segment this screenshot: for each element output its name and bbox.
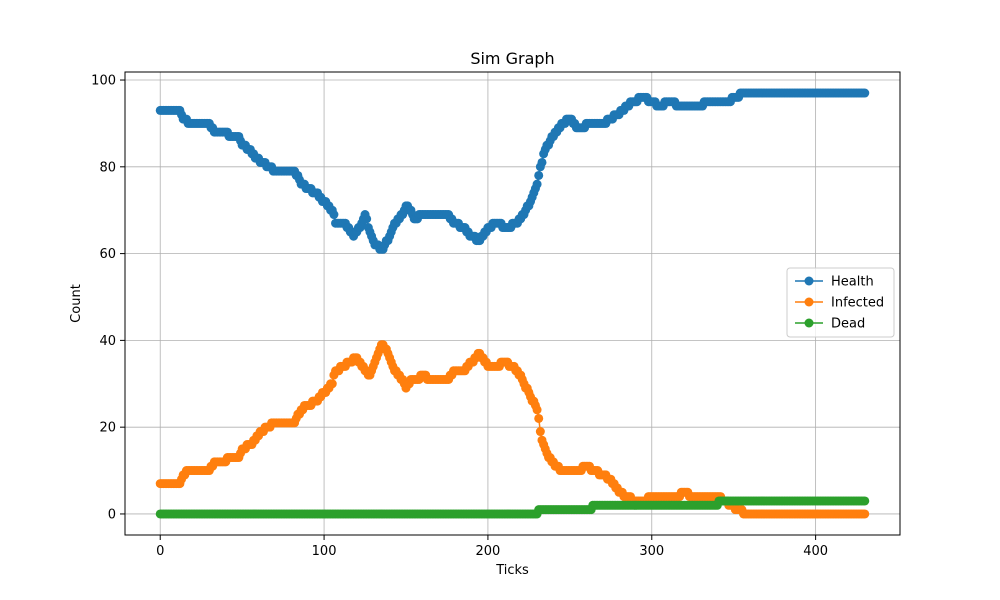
chart-title: Sim Graph (470, 49, 554, 68)
legend-label: Dead (831, 317, 865, 332)
series-health (155, 88, 870, 254)
data-point (534, 170, 544, 180)
x-axis-label: Ticks (495, 563, 529, 578)
x-tick-label: 300 (639, 544, 664, 559)
data-point (362, 214, 372, 224)
data-point (534, 413, 544, 423)
data-point (860, 88, 870, 98)
y-tick-label: 60 (99, 247, 116, 262)
data-point (535, 427, 545, 437)
data-points (155, 88, 870, 519)
legend-label: Infected (831, 296, 884, 311)
series-dead (155, 496, 870, 519)
data-point (327, 379, 337, 389)
data-point (532, 405, 542, 415)
data-point (537, 157, 547, 167)
grid (125, 72, 900, 535)
legend-marker (804, 318, 814, 328)
y-tick-label: 0 (108, 507, 116, 522)
x-tick-label: 200 (476, 544, 501, 559)
plot-area (124, 71, 901, 536)
x-tick-label: 100 (312, 544, 337, 559)
legend-entry: Health (795, 275, 874, 290)
x-tick-label: 400 (803, 544, 828, 559)
data-point (860, 496, 870, 506)
legend: Health Infected Dead (786, 267, 895, 338)
data-point (532, 179, 542, 189)
legend-marker (804, 276, 814, 286)
y-axis-label: Count (69, 284, 84, 323)
y-tick-label: 40 (99, 334, 116, 349)
x-tick-label: 0 (156, 544, 164, 559)
y-tick-label: 100 (91, 74, 116, 89)
series-infected (155, 340, 870, 519)
y-tick-label: 20 (99, 421, 116, 436)
legend-box (786, 267, 895, 338)
legend-label: Health (831, 275, 874, 290)
legend-entry: Infected (795, 296, 884, 311)
data-point (329, 210, 339, 220)
y-tick-label: 80 (99, 160, 116, 175)
data-point (860, 509, 870, 519)
axis-ticks: 0 100 200 300 400 0 20 40 60 80 100 (91, 74, 828, 559)
legend-entry: Dead (795, 317, 865, 332)
legend-marker (804, 297, 814, 307)
